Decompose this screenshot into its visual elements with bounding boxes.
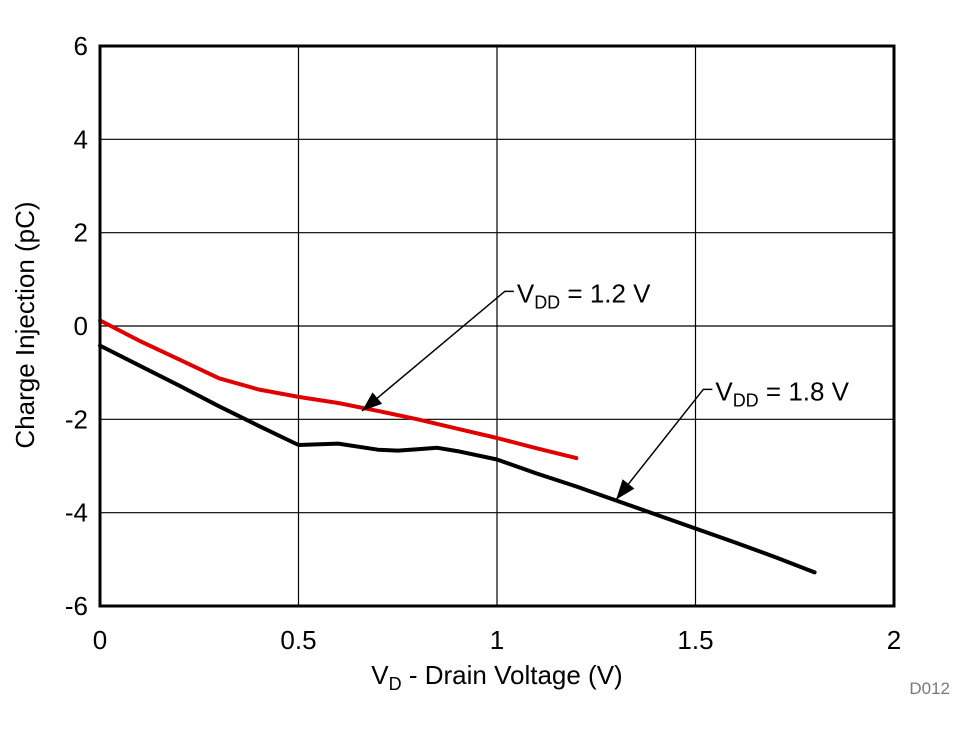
- series-line-vdd-1-8-v: [98, 343, 817, 575]
- annotation-arrowhead: [362, 392, 383, 411]
- annotation-leader-line: [361, 290, 514, 412]
- annotation-arrowhead: [616, 479, 635, 500]
- annotation-label-rest: = 1.2 V: [560, 278, 651, 308]
- y-tick-label: -6: [65, 591, 88, 621]
- x-axis-title-rest: - Drain Voltage (V): [402, 660, 623, 690]
- y-tick-label: 2: [74, 218, 88, 248]
- plot-frame: [98, 44, 896, 608]
- annotation-leader-line: [615, 388, 713, 501]
- x-tick-label: 1: [490, 625, 504, 655]
- y-tick-label: 6: [74, 31, 88, 61]
- y-tick-label: 4: [74, 124, 88, 154]
- tick-labels: 0 0.5 1 1.5 2 -6 -4 -2 0 2 4 6: [65, 31, 901, 655]
- x-axis-title-sub: D: [389, 674, 402, 694]
- annotation-label-main: V: [517, 278, 535, 308]
- annotation-vdd-1-8-v: VDD = 1.8 V: [615, 376, 850, 501]
- x-tick-label: 2: [887, 625, 901, 655]
- series-lines: [98, 318, 817, 575]
- figure-code: D012: [909, 679, 950, 698]
- series-line-vdd-1-2-v: [98, 318, 579, 461]
- x-axis-title: VD - Drain Voltage (V): [371, 660, 622, 694]
- y-tick-label: -4: [65, 498, 88, 528]
- y-tick-label: 0: [74, 311, 88, 341]
- annotation-label: VDD = 1.2 V: [517, 278, 651, 312]
- annotation-label-main: V: [715, 376, 733, 406]
- grid-lines: [99, 45, 895, 607]
- y-axis-title: Charge Injection (pC): [10, 201, 40, 448]
- annotation-label-sub: DD: [733, 390, 759, 410]
- annotation-label-rest: = 1.8 V: [759, 376, 850, 406]
- x-tick-label: 0.5: [280, 625, 316, 655]
- x-axis-title-main: V: [371, 660, 389, 690]
- annotation-label-sub: DD: [534, 292, 560, 312]
- x-tick-label: 1.5: [677, 625, 713, 655]
- annotation-vdd-1-2-v: VDD = 1.2 V: [361, 278, 651, 412]
- y-tick-label: -2: [65, 404, 88, 434]
- annotation-label: VDD = 1.8 V: [715, 376, 849, 410]
- x-tick-label: 0: [93, 625, 107, 655]
